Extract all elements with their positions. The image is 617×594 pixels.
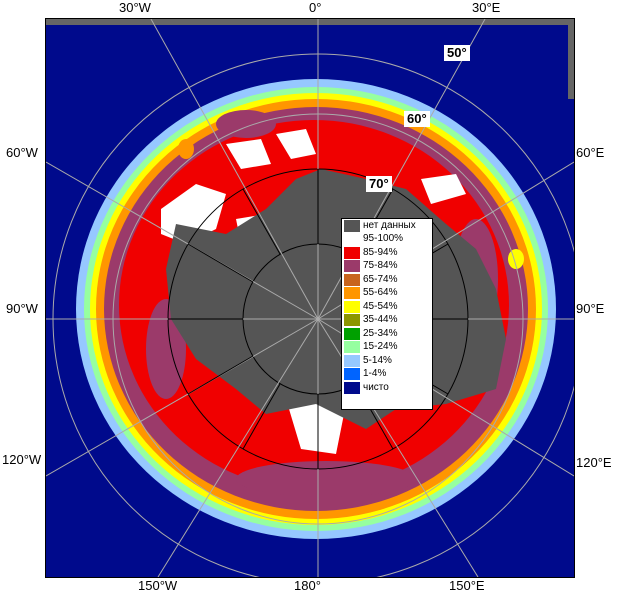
legend-swatch xyxy=(344,381,360,394)
legend: нет данных 95-100% 85-94% 75-84% 65-74% 55-64… xyxy=(341,218,433,410)
latitude-label-50: 50° xyxy=(444,45,470,61)
legend-item: чисто xyxy=(342,381,432,395)
legend-label: 1-4% xyxy=(363,368,387,380)
legend-item: 5-14% xyxy=(342,354,432,368)
legend-label: 85-94% xyxy=(363,246,398,258)
legend-item: 25-34% xyxy=(342,327,432,341)
legend-swatch xyxy=(344,219,360,232)
legend-swatch xyxy=(344,354,360,367)
latitude-label-70: 70° xyxy=(366,176,392,192)
label-0-top: 0° xyxy=(309,0,322,15)
legend-item: 1-4% xyxy=(342,368,432,382)
legend-label: нет данных xyxy=(363,219,416,231)
latitude-label-60: 60° xyxy=(404,111,430,127)
legend-swatch xyxy=(344,327,360,340)
legend-item: 15-24% xyxy=(342,341,432,355)
legend-swatch xyxy=(344,368,360,381)
label-120e-right: 120°E xyxy=(576,455,612,470)
legend-label: 25-34% xyxy=(363,327,398,339)
legend-item: 85-94% xyxy=(342,246,432,260)
label-120w-left: 120°W xyxy=(2,452,42,467)
legend-item: 45-54% xyxy=(342,300,432,314)
no-data-strip-right xyxy=(568,19,574,99)
legend-swatch xyxy=(344,246,360,259)
label-60w-left: 60°W xyxy=(6,145,38,160)
legend-item: 65-74% xyxy=(342,273,432,287)
label-30w-top: 30°W xyxy=(119,0,151,15)
ice-patch xyxy=(216,110,276,138)
ice-white-patch xyxy=(421,174,466,204)
polar-map-svg xyxy=(46,19,574,577)
legend-item: нет данных xyxy=(342,219,432,233)
ice-patch xyxy=(178,139,194,159)
legend-label: 55-64% xyxy=(363,287,398,299)
ice-white-patch xyxy=(276,129,316,159)
legend-swatch xyxy=(344,314,360,327)
legend-swatch xyxy=(344,273,360,286)
label-150e-bottom: 150°E xyxy=(449,578,485,593)
legend-label: 95-100% xyxy=(363,233,404,245)
legend-label: чисто xyxy=(363,381,389,393)
legend-swatch xyxy=(344,260,360,273)
label-180-bottom: 180° xyxy=(294,578,321,593)
legend-swatch xyxy=(344,341,360,354)
legend-label: 45-54% xyxy=(363,300,398,312)
legend-label: 65-74% xyxy=(363,273,398,285)
sea-ice-map: 50° 60° 70° нет данных 95-100% 85-94% 75-84… xyxy=(45,18,575,578)
legend-item: 35-44% xyxy=(342,314,432,328)
legend-label: 15-24% xyxy=(363,341,398,353)
legend-item: 55-64% xyxy=(342,287,432,301)
no-data-strip-top xyxy=(46,19,574,25)
label-150w-bottom: 150°W xyxy=(138,578,178,593)
legend-label: 35-44% xyxy=(363,314,398,326)
legend-item: 95-100% xyxy=(342,233,432,247)
legend-item: 75-84% xyxy=(342,260,432,274)
legend-label: 75-84% xyxy=(363,260,398,272)
ice-white-patch xyxy=(286,399,346,454)
label-30e-top: 30°E xyxy=(472,0,501,15)
legend-swatch xyxy=(344,300,360,313)
label-60e-right: 60°E xyxy=(576,145,605,160)
ice-patch xyxy=(236,461,416,497)
legend-swatch xyxy=(344,287,360,300)
label-90e-right: 90°E xyxy=(576,301,605,316)
label-90w-left: 90°W xyxy=(6,301,38,316)
legend-swatch xyxy=(344,233,360,246)
ice-white-patch xyxy=(226,139,271,169)
legend-label: 5-14% xyxy=(363,354,392,366)
